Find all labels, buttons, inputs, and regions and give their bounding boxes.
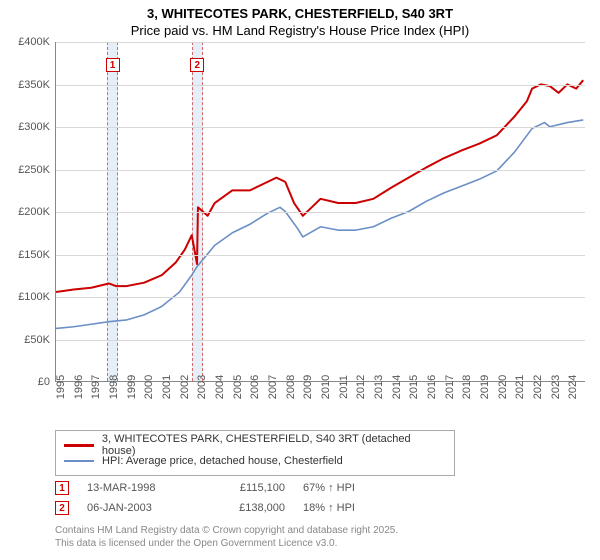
gridline-h xyxy=(56,212,585,213)
gridline-h xyxy=(56,297,585,298)
x-axis-label: 2004 xyxy=(214,375,226,399)
gridline-h xyxy=(56,340,585,341)
event-row: 1 13-MAR-1998 £115,100 67% ↑ HPI xyxy=(55,478,575,498)
event-hpi-diff: 67% ↑ HPI xyxy=(303,482,393,494)
x-axis-label: 1996 xyxy=(73,375,85,399)
x-axis-label: 2017 xyxy=(444,375,456,399)
event-marker: 1 xyxy=(55,481,69,495)
x-axis-label: 2015 xyxy=(408,375,420,399)
sale-event-band xyxy=(107,42,118,381)
x-axis-label: 2016 xyxy=(426,375,438,399)
x-axis-label: 2022 xyxy=(532,375,544,399)
x-axis-label: 2005 xyxy=(232,375,244,399)
x-axis-label: 2013 xyxy=(373,375,385,399)
x-axis-label: 2019 xyxy=(479,375,491,399)
x-axis-label: 2009 xyxy=(302,375,314,399)
x-axis-label: 2024 xyxy=(567,375,579,399)
x-axis-label: 2000 xyxy=(143,375,155,399)
x-axis-label: 2010 xyxy=(320,375,332,399)
gridline-h xyxy=(56,85,585,86)
event-hpi-diff: 18% ↑ HPI xyxy=(303,502,393,514)
legend-label-hpi: HPI: Average price, detached house, Ches… xyxy=(102,455,343,467)
y-axis-label: £50K xyxy=(0,334,50,346)
event-date: 06-JAN-2003 xyxy=(87,502,187,514)
x-axis-label: 2006 xyxy=(249,375,261,399)
sale-event-band xyxy=(192,42,203,381)
x-axis-label: 2008 xyxy=(285,375,297,399)
event-date: 13-MAR-1998 xyxy=(87,482,187,494)
x-axis-label: 2012 xyxy=(355,375,367,399)
gridline-h xyxy=(56,170,585,171)
legend-label-property: 3, WHITECOTES PARK, CHESTERFIELD, S40 3R… xyxy=(102,433,446,457)
event-price: £115,100 xyxy=(205,482,285,494)
y-axis-label: £150K xyxy=(0,249,50,261)
legend-item-property: 3, WHITECOTES PARK, CHESTERFIELD, S40 3R… xyxy=(64,437,446,453)
x-axis-label: 1997 xyxy=(90,375,102,399)
y-axis-label: £100K xyxy=(0,291,50,303)
chart-container: 12 £0£50K£100K£150K£200K£250K£300K£350K£… xyxy=(0,42,600,422)
x-axis-label: 1998 xyxy=(108,375,120,399)
chart-title-address: 3, WHITECOTES PARK, CHESTERFIELD, S40 3R… xyxy=(0,6,600,21)
events-table: 1 13-MAR-1998 £115,100 67% ↑ HPI 2 06-JAN-200… xyxy=(55,478,575,518)
sale-marker: 2 xyxy=(190,58,204,72)
y-axis-label: £250K xyxy=(0,164,50,176)
event-marker: 2 xyxy=(55,501,69,515)
chart-title-subtitle: Price paid vs. HM Land Registry's House … xyxy=(0,23,600,38)
sale-marker: 1 xyxy=(106,58,120,72)
x-axis-label: 2014 xyxy=(391,375,403,399)
gridline-h xyxy=(56,127,585,128)
gridline-h xyxy=(56,42,585,43)
series-line-hpi xyxy=(56,120,583,328)
y-axis-label: £400K xyxy=(0,36,50,48)
legend-swatch-hpi xyxy=(64,460,94,463)
attribution-line2: This data is licensed under the Open Gov… xyxy=(55,537,398,550)
x-axis-label: 2021 xyxy=(514,375,526,399)
x-axis-label: 1999 xyxy=(126,375,138,399)
x-axis-label: 2018 xyxy=(461,375,473,399)
x-axis-label: 2011 xyxy=(338,375,350,399)
series-line-property xyxy=(56,80,583,292)
gridline-h xyxy=(56,255,585,256)
event-row: 2 06-JAN-2003 £138,000 18% ↑ HPI xyxy=(55,498,575,518)
x-axis-label: 2007 xyxy=(267,375,279,399)
x-axis-label: 1995 xyxy=(55,375,67,399)
plot-area: 12 xyxy=(55,42,585,382)
event-price: £138,000 xyxy=(205,502,285,514)
y-axis-label: £0 xyxy=(0,376,50,388)
legend-swatch-property xyxy=(64,444,94,447)
chart-lines-svg xyxy=(56,42,585,381)
x-axis-label: 2001 xyxy=(161,375,173,399)
x-axis-label: 2002 xyxy=(179,375,191,399)
y-axis-label: £200K xyxy=(0,206,50,218)
x-axis-label: 2003 xyxy=(196,375,208,399)
y-axis-label: £350K xyxy=(0,79,50,91)
attribution: Contains HM Land Registry data © Crown c… xyxy=(55,524,398,550)
legend-box: 3, WHITECOTES PARK, CHESTERFIELD, S40 3R… xyxy=(55,430,455,476)
x-axis-label: 2020 xyxy=(497,375,509,399)
attribution-line1: Contains HM Land Registry data © Crown c… xyxy=(55,524,398,537)
y-axis-label: £300K xyxy=(0,121,50,133)
x-axis-label: 2023 xyxy=(550,375,562,399)
